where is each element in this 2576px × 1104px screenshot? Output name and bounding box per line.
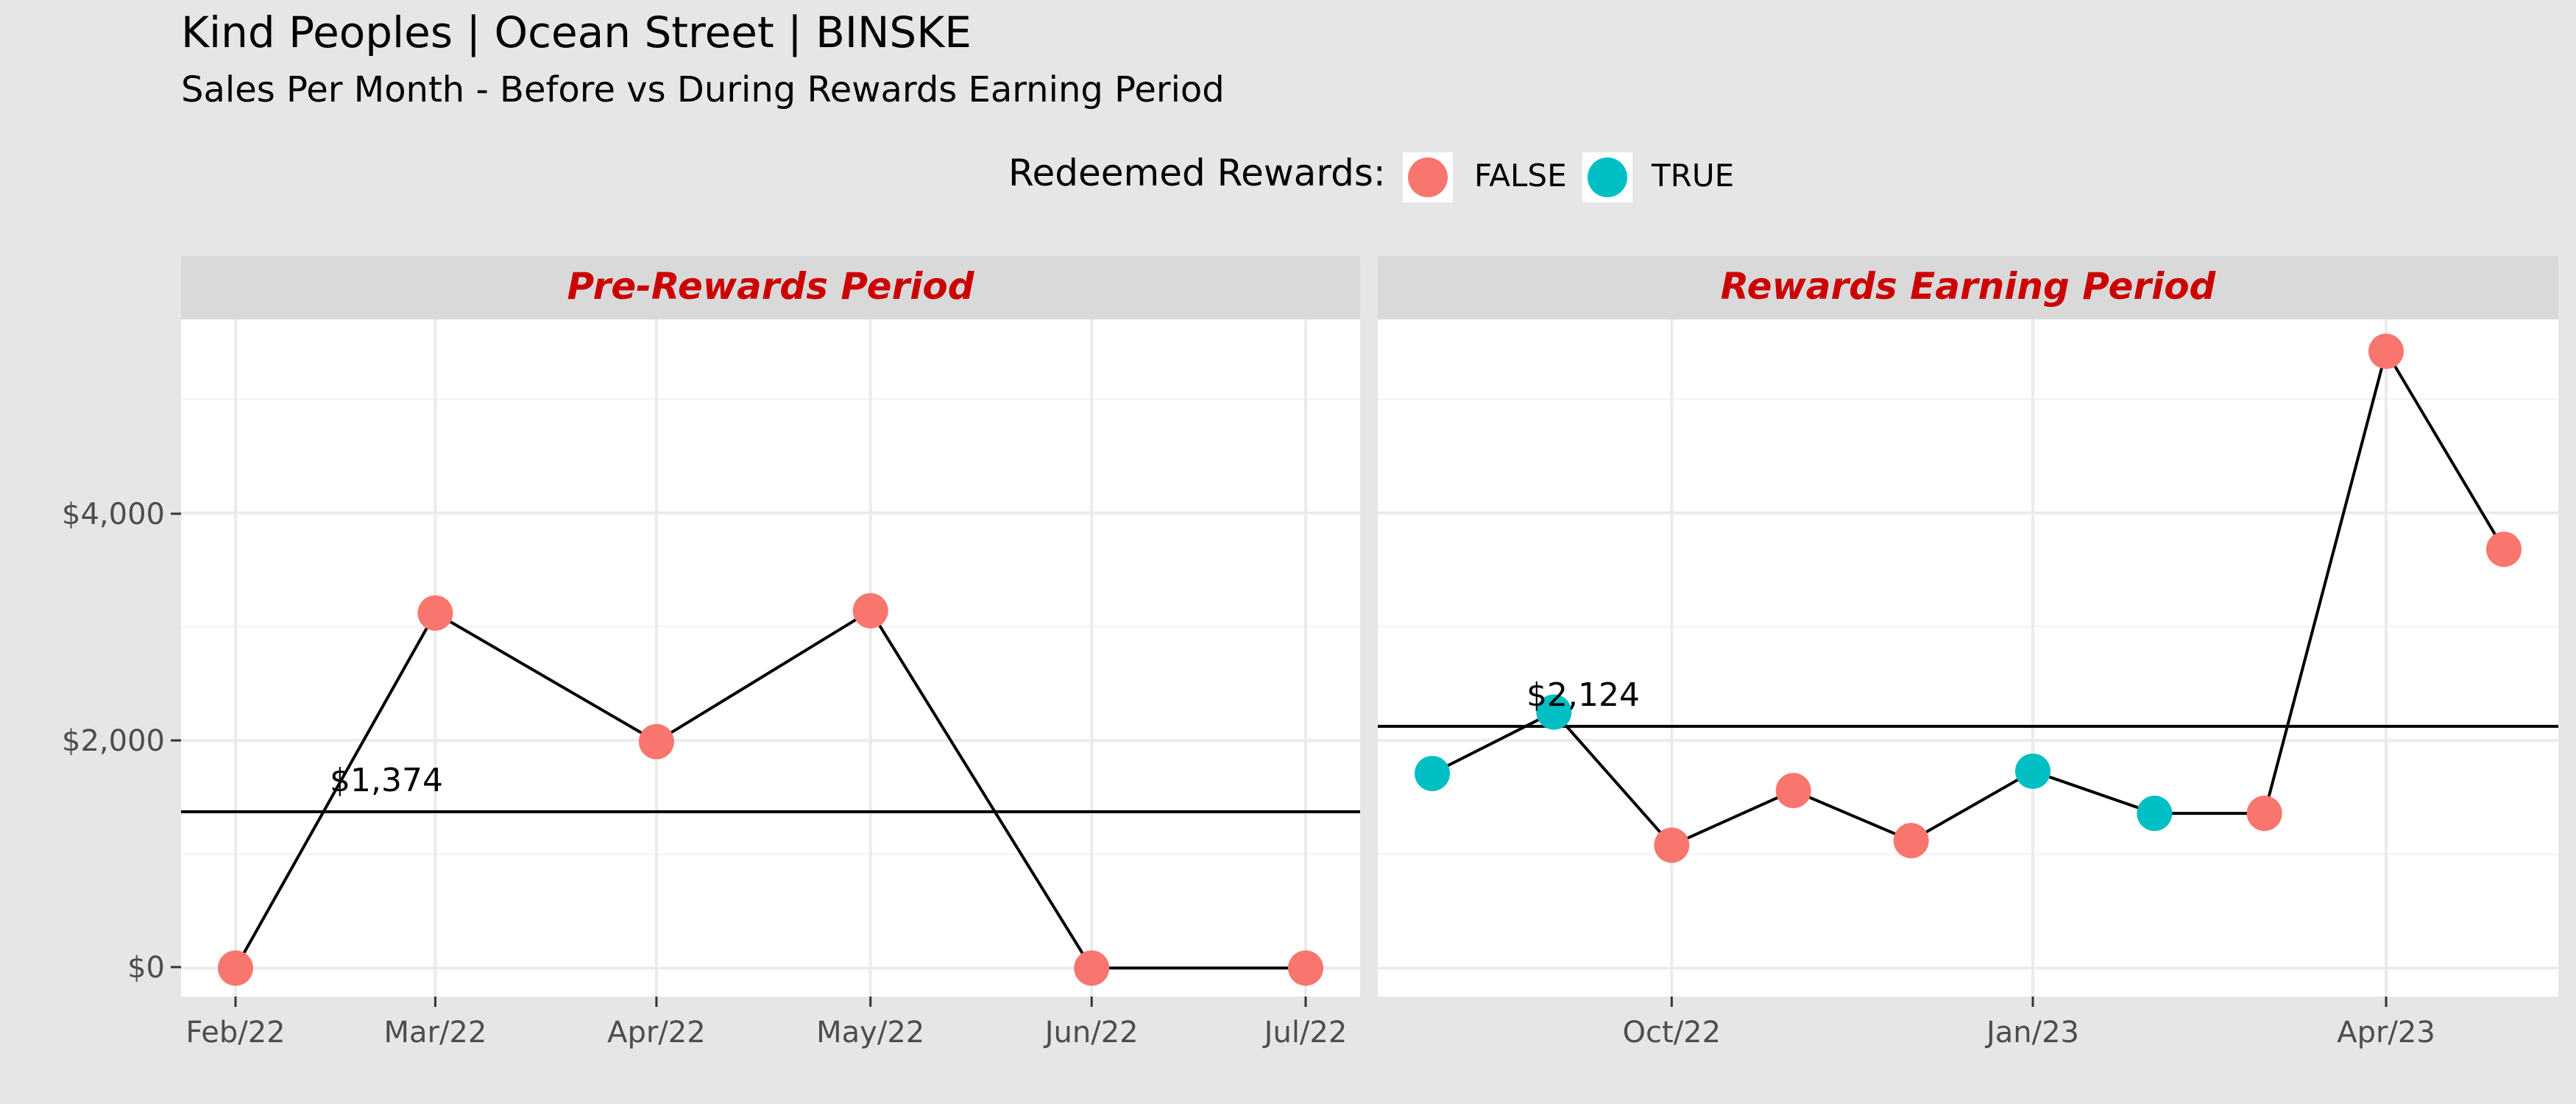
chart-title: Kind Peoples | Ocean Street | BINSKE (181, 7, 972, 57)
x-tick-label: Oct/22 (1623, 1016, 1722, 1050)
panel-strip-pre-rewards (181, 256, 1360, 319)
data-point (2368, 333, 2404, 369)
panel-strip-rewards-earning (1378, 256, 2558, 319)
mean-label: $2,124 (1526, 676, 1640, 714)
data-point (1288, 950, 1323, 986)
legend-key-false-dot (1408, 158, 1448, 197)
data-point (638, 723, 674, 760)
legend-key-true-dot (1588, 158, 1627, 197)
x-tick-label: Feb/22 (185, 1016, 285, 1050)
data-point (1654, 827, 1690, 863)
series-line (234, 609, 1306, 970)
legend-title: Redeemed Rewards: (1008, 152, 1386, 194)
y-tick-label: $0 (127, 951, 165, 985)
data-point (1775, 773, 1811, 809)
x-tick-label: Jan/23 (1984, 1016, 2079, 1050)
mean-label: $1,374 (330, 762, 443, 799)
data-point (2486, 531, 2522, 567)
panel-pre-rewards: Pre-Rewards Period $1,374 Feb/22 Mar/22 Ap… (181, 256, 1360, 1050)
panel-background-pre-rewards (181, 319, 1360, 997)
legend-label-false: FALSE (1474, 158, 1567, 194)
y-tick-label: $4,000 (62, 498, 165, 531)
x-tick-label: Apr/23 (2337, 1016, 2435, 1050)
data-point (2015, 753, 2050, 789)
x-tick-label: Mar/22 (383, 1016, 486, 1050)
x-tick-label: Jul/22 (1262, 1016, 1348, 1050)
panel-title-rewards-earning: Rewards Earning Period (1721, 265, 2217, 308)
data-point (852, 592, 888, 629)
x-tick-label: May/22 (816, 1016, 924, 1050)
panel-background-rewards-earning (1378, 319, 2558, 997)
legend-label-true: TRUE (1651, 158, 1734, 194)
y-axis: $0 $2,000 $4,000 (62, 498, 181, 985)
data-point (2246, 796, 2282, 832)
panel-title-pre-rewards: Pre-Rewards Period (567, 265, 974, 308)
legend: Redeemed Rewards: FALSE TRUE (1008, 152, 1734, 202)
data-point (1536, 694, 1572, 730)
series-line (1432, 350, 2505, 847)
x-tick-label: Apr/22 (607, 1016, 706, 1050)
x-tick-label: Jun/22 (1043, 1016, 1139, 1050)
data-point (417, 595, 453, 631)
data-point (1074, 950, 1110, 986)
data-point (218, 950, 253, 986)
y-tick-label: $2,000 (62, 724, 165, 758)
data-point (2137, 796, 2173, 832)
data-point (1415, 755, 1450, 791)
data-point (1893, 823, 1929, 859)
chart-subtitle: Sales Per Month - Before vs During Rewar… (181, 69, 1225, 110)
panel-rewards-earning: Rewards Earning Period $2,124 Oct/22 Jan/… (1378, 256, 2558, 1050)
